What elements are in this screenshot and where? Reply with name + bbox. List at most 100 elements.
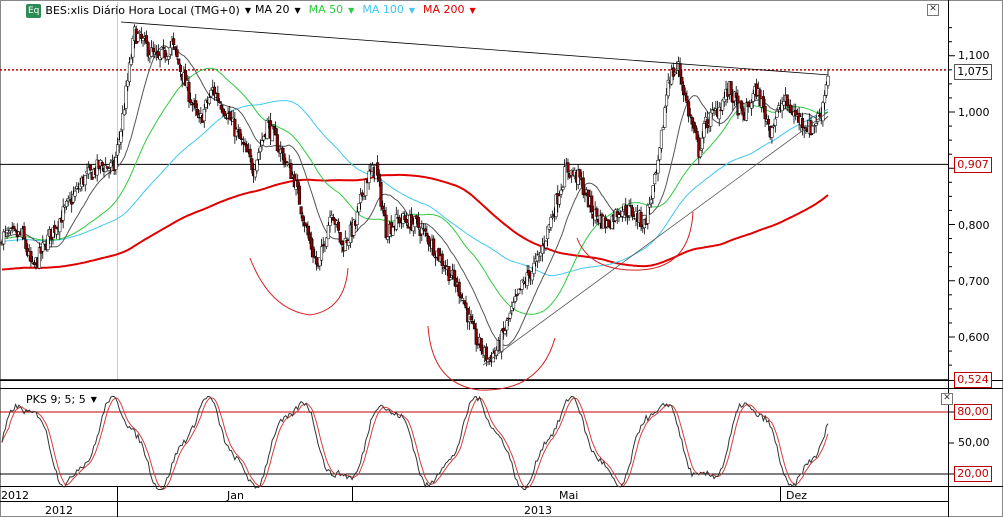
candle-body	[105, 166, 109, 169]
candle-body	[432, 238, 436, 256]
chevron-down-icon[interactable]: ▼	[469, 6, 476, 15]
x-month-label: 2012	[1, 489, 29, 502]
candle-body	[471, 320, 475, 324]
candle-body	[583, 192, 587, 196]
candle-body	[566, 162, 570, 173]
oscillator-label[interactable]: PKS 9; 5; 5	[26, 393, 86, 406]
chevron-down-icon[interactable]: ▼	[90, 395, 97, 404]
candle-body	[423, 228, 427, 232]
annotation-arc	[576, 211, 694, 271]
candle-body	[216, 92, 220, 101]
indicator-ma200[interactable]: MA 200 ▼	[423, 3, 480, 18]
candle-body	[223, 111, 227, 117]
candle-body	[187, 82, 191, 102]
candle-body	[680, 76, 684, 85]
candle-body	[515, 294, 519, 296]
candle-body	[326, 225, 330, 240]
candle-body	[7, 232, 11, 234]
candle-body	[544, 240, 548, 249]
candle-body	[175, 49, 179, 58]
instrument-title[interactable]: BES:xlis Diário Hora Local (TMG+0)	[45, 3, 240, 17]
candle-body	[812, 125, 816, 127]
chevron-down-icon[interactable]: ▼	[408, 6, 415, 15]
candle-body	[649, 199, 653, 204]
candle-body	[826, 75, 830, 86]
candle-body	[248, 148, 252, 158]
candle-body	[705, 119, 709, 128]
candle-body	[427, 236, 431, 245]
candle-body	[234, 129, 239, 137]
candle-body	[663, 107, 667, 128]
candle-body	[751, 93, 755, 102]
candle-body	[581, 177, 585, 195]
instrument-dropdown-icon[interactable]: ▼	[244, 5, 251, 15]
candle-body	[425, 232, 429, 236]
candle-body	[702, 123, 706, 138]
candle-body	[381, 205, 385, 210]
candle-body	[360, 192, 364, 197]
candle-body	[122, 109, 126, 116]
candle-body	[58, 218, 62, 233]
candle-body	[461, 298, 465, 301]
candle-body	[673, 72, 677, 75]
candle-body	[800, 117, 805, 129]
candle-body	[245, 144, 249, 153]
candle-body	[114, 157, 118, 170]
candle-body	[503, 330, 507, 334]
candle-body	[683, 92, 687, 96]
candle-body	[821, 102, 825, 122]
candle-body	[512, 302, 516, 309]
candle-body	[274, 127, 278, 136]
candle-body	[717, 106, 721, 120]
candle-body	[508, 312, 512, 319]
candle-body	[449, 277, 453, 280]
candle-body	[336, 221, 341, 231]
candle-body	[823, 95, 827, 104]
indicator-ma20[interactable]: MA 20 ▼	[255, 3, 305, 18]
candle-body	[299, 206, 303, 215]
candle-body	[32, 262, 36, 265]
candle-body	[563, 166, 567, 188]
candle-body	[671, 67, 675, 77]
indicator-ma100[interactable]: MA 100 ▼	[362, 3, 419, 18]
indicator-ma50[interactable]: MA 50 ▼	[309, 3, 359, 18]
candle-body	[739, 100, 743, 109]
y-tick-label: 1,100	[958, 49, 990, 62]
candle-body	[761, 96, 765, 108]
close-oscillator-pane-icon[interactable]: ✕	[941, 393, 953, 405]
candle-body	[551, 216, 555, 218]
candle-body	[540, 245, 545, 254]
chevron-down-icon[interactable]: ▼	[348, 6, 355, 15]
annotation-arc	[427, 325, 556, 391]
candle-body	[697, 137, 701, 158]
candle-body	[100, 162, 104, 166]
candle-body	[814, 123, 818, 126]
candle-body	[88, 165, 92, 171]
candle-body	[763, 106, 767, 120]
candle-body	[698, 150, 703, 158]
price-marker-1075: 1,075	[954, 64, 992, 80]
candle-body	[325, 237, 329, 247]
chevron-down-icon[interactable]: ▼	[294, 6, 301, 15]
candle-body	[688, 114, 692, 117]
candle-body	[124, 85, 128, 109]
candle-body	[404, 219, 409, 224]
candle-body	[384, 214, 388, 239]
candle-body	[367, 170, 371, 183]
candle-body	[658, 147, 662, 160]
candle-body	[151, 47, 155, 53]
candle-body	[189, 99, 193, 104]
candle-body	[284, 161, 288, 163]
candle-body	[561, 187, 565, 190]
candle-body	[741, 107, 745, 116]
close-price-pane-icon[interactable]: ✕	[927, 4, 939, 16]
candle-body	[664, 94, 669, 107]
candle-body	[167, 55, 171, 60]
candle-body	[479, 338, 483, 352]
indicator-ma50-label: MA 50	[308, 3, 344, 16]
candle-body	[136, 33, 140, 42]
candle-body	[440, 253, 444, 266]
candle-body	[238, 129, 242, 139]
candle-body	[617, 214, 621, 218]
